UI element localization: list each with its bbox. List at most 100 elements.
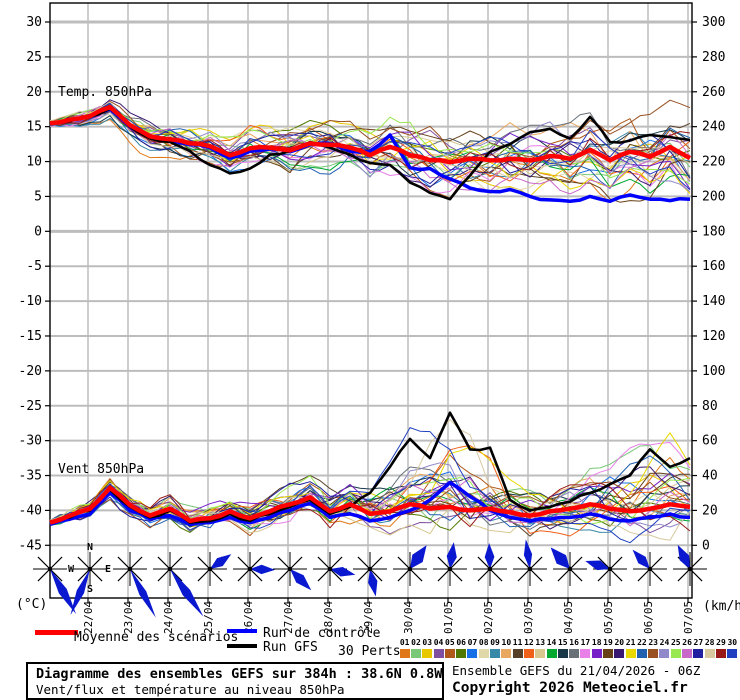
member-color-swatch bbox=[569, 649, 580, 658]
right-axis-tick-label: 140 bbox=[702, 294, 725, 309]
right-axis-tick-label: 0 bbox=[702, 538, 710, 553]
member-color-item: 05 bbox=[444, 638, 455, 658]
member-color-item: 03 bbox=[422, 638, 433, 658]
wind-rose-center bbox=[327, 566, 333, 572]
x-axis-date-label: 02/05 bbox=[482, 601, 495, 634]
member-color-item: 22 bbox=[636, 638, 647, 658]
member-number-label: 16 bbox=[569, 638, 579, 647]
diagram-title: Diagramme des ensembles GEFS sur 384h : … bbox=[36, 666, 443, 682]
x-axis-date-label: 29/04 bbox=[362, 601, 375, 634]
x-axis-date-label: 06/05 bbox=[642, 601, 655, 634]
wind-rose-center bbox=[487, 566, 493, 572]
member-number-label: 03 bbox=[422, 638, 433, 647]
x-axis-date-label: 07/05 bbox=[682, 601, 695, 634]
member-number-label: 02 bbox=[411, 638, 421, 647]
left-axis-tick-label: 10 bbox=[26, 155, 42, 170]
member-color-item: 24 bbox=[659, 638, 670, 658]
legend-mean-label: Moyenne des scénarios bbox=[74, 630, 239, 645]
member-color-item: 18 bbox=[591, 638, 602, 658]
wind-member-line bbox=[49, 419, 691, 541]
member-color-item: 13 bbox=[535, 638, 546, 658]
x-axis-date-label: 25/04 bbox=[202, 601, 215, 634]
member-number-label: 17 bbox=[580, 638, 591, 647]
wind-rose-center bbox=[647, 566, 653, 572]
member-number-label: 07 bbox=[467, 638, 478, 647]
member-color-item: 04 bbox=[433, 638, 444, 658]
wind-rose bbox=[585, 552, 627, 586]
member-color-swatch bbox=[602, 649, 613, 658]
left-axis-tick-label: -45 bbox=[19, 538, 42, 553]
member-color-swatch bbox=[727, 649, 738, 658]
member-number-label: 09 bbox=[490, 638, 500, 647]
wind-member-line bbox=[49, 483, 691, 535]
right-axis-unit-label: (km/h) bbox=[703, 599, 740, 614]
member-color-item: 28 bbox=[704, 638, 715, 658]
member-number-label: 11 bbox=[512, 638, 523, 647]
wind-direction-arrow bbox=[677, 544, 690, 569]
x-axis-date-label: 24/04 bbox=[162, 601, 175, 634]
member-number-label: 15 bbox=[557, 638, 568, 647]
member-color-swatch bbox=[422, 649, 433, 658]
wind-rose bbox=[193, 552, 232, 586]
member-color-swatch bbox=[636, 649, 647, 658]
member-color-item: 01 bbox=[399, 638, 410, 658]
wind-direction-arrow bbox=[130, 569, 156, 618]
x-axis-date-label: 03/05 bbox=[522, 601, 535, 634]
x-axis-date-label: 04/05 bbox=[562, 601, 575, 634]
x-axis-date-label: 05/05 bbox=[602, 601, 615, 634]
wind-rose bbox=[313, 552, 356, 586]
left-axis-tick-label: -15 bbox=[19, 329, 42, 344]
member-color-item: 11 bbox=[512, 638, 523, 658]
right-axis-tick-label: 100 bbox=[702, 364, 725, 379]
wind-rose bbox=[673, 544, 707, 586]
member-color-item: 12 bbox=[523, 638, 534, 658]
left-axis-tick-label: -30 bbox=[19, 434, 42, 449]
member-color-swatch bbox=[410, 649, 421, 658]
member-color-swatch bbox=[478, 649, 489, 658]
temp-member-line bbox=[49, 107, 691, 178]
wind-mean-line bbox=[49, 485, 691, 525]
member-color-strip: 01 02 03 04 05 06 07 08 09 10 11 12 13 14 15 16 17 18 19 20… bbox=[399, 638, 739, 660]
wind-gfs-line bbox=[49, 411, 691, 524]
temp-gfs-line bbox=[49, 107, 691, 201]
left-axis-tick-label: 30 bbox=[26, 15, 42, 30]
x-axis-date-label: 27/04 bbox=[282, 601, 295, 634]
member-number-label: 01 bbox=[399, 638, 410, 647]
wind-direction-arrow bbox=[484, 543, 495, 569]
right-axis-tick-label: 260 bbox=[702, 85, 725, 100]
member-number-label: 20 bbox=[614, 638, 625, 647]
member-number-label: 27 bbox=[693, 638, 704, 647]
temp-member-line bbox=[50, 105, 691, 180]
footer-info-box: Diagramme des ensembles GEFS sur 384h : … bbox=[26, 662, 444, 700]
wind-direction-arrow bbox=[290, 569, 312, 591]
member-color-item: 29 bbox=[715, 638, 726, 658]
member-color-item: 30 bbox=[727, 638, 738, 658]
left-axis-tick-label: -5 bbox=[26, 259, 42, 274]
left-axis-tick-label: -10 bbox=[19, 294, 42, 309]
wind-rose-center bbox=[607, 566, 613, 572]
legend-control-label: Run de contrôle bbox=[263, 626, 381, 641]
member-number-label: 29 bbox=[716, 638, 726, 647]
wind-control-line bbox=[49, 480, 691, 527]
right-axis-tick-label: 180 bbox=[702, 224, 725, 239]
member-number-label: 14 bbox=[546, 638, 557, 647]
wind-rose-center bbox=[527, 566, 533, 572]
member-color-swatch bbox=[614, 649, 625, 658]
member-color-item: 02 bbox=[410, 638, 421, 658]
member-color-swatch bbox=[501, 649, 512, 658]
member-color-swatch bbox=[693, 649, 704, 658]
member-number-label: 19 bbox=[603, 638, 613, 647]
wind-rose-center bbox=[447, 566, 453, 572]
member-number-label: 10 bbox=[501, 638, 512, 647]
member-number-label: 23 bbox=[648, 638, 658, 647]
right-axis-tick-label: 220 bbox=[702, 155, 725, 170]
member-color-swatch bbox=[512, 649, 523, 658]
member-number-label: 08 bbox=[478, 638, 489, 647]
wind-direction-arrow bbox=[446, 542, 457, 569]
member-number-label: 13 bbox=[535, 638, 546, 647]
right-axis-tick-label: 40 bbox=[702, 469, 718, 484]
wind-direction-arrow bbox=[523, 539, 533, 569]
member-color-swatch bbox=[591, 649, 602, 658]
member-number-label: 28 bbox=[704, 638, 715, 647]
